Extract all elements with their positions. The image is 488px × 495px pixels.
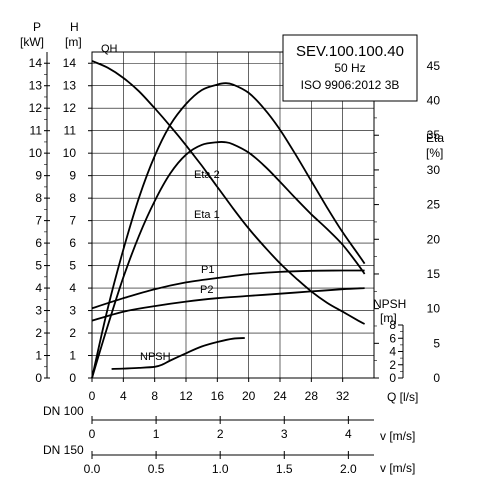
tick-label-q: 24 bbox=[273, 389, 287, 403]
tick-label-h: 5 bbox=[69, 259, 76, 273]
p-axis-unit: [kW] bbox=[20, 35, 44, 49]
tick-label-eta: 10 bbox=[427, 302, 441, 316]
tick-label-h: 2 bbox=[69, 326, 76, 340]
npsh-axis-title: NPSH bbox=[373, 297, 406, 311]
tick-label-eta: 5 bbox=[433, 336, 440, 350]
v100-axis-title: v [m/s] bbox=[380, 429, 415, 443]
series-label-p2: P2 bbox=[200, 284, 213, 296]
tick-label-h: 6 bbox=[69, 236, 76, 250]
tick-label-npsh: 2 bbox=[389, 358, 396, 372]
tick-label-p: 1 bbox=[35, 349, 42, 363]
series-label-eta2: Eta 2 bbox=[194, 169, 220, 181]
v100-tick-label: 3 bbox=[281, 427, 288, 441]
tick-label-p: 14 bbox=[29, 56, 43, 70]
h-axis-unit: [m] bbox=[65, 35, 82, 49]
tick-label-q: 8 bbox=[151, 389, 158, 403]
tick-label-p: 4 bbox=[35, 281, 42, 295]
v150-tick-label: 1.0 bbox=[212, 462, 229, 476]
tick-label-q: 32 bbox=[336, 389, 350, 403]
tick-label-q: 0 bbox=[89, 389, 96, 403]
info-box bbox=[282, 34, 418, 102]
tick-label-p: 0 bbox=[35, 371, 42, 385]
tick-label-q: 12 bbox=[179, 389, 193, 403]
tick-label-npsh: 0 bbox=[389, 371, 396, 385]
tick-label-p: 13 bbox=[29, 79, 43, 93]
tick-label-q: 28 bbox=[305, 389, 319, 403]
tick-label-h: 14 bbox=[63, 56, 77, 70]
tick-label-h: 0 bbox=[69, 371, 76, 385]
v150-tick-label: 0.5 bbox=[148, 462, 165, 476]
tick-label-p: 12 bbox=[29, 101, 43, 115]
series-label-p1: P1 bbox=[201, 264, 214, 276]
tick-label-h: 12 bbox=[63, 101, 77, 115]
h-axis-title: H bbox=[70, 20, 79, 34]
tick-label-h: 8 bbox=[69, 191, 76, 205]
series-line-eta1 bbox=[91, 140, 366, 379]
tick-label-eta: 25 bbox=[427, 198, 441, 212]
tick-label-h: 10 bbox=[63, 146, 77, 160]
series-line-npsh bbox=[111, 337, 245, 370]
tick-label-p: 2 bbox=[35, 326, 42, 340]
tick-label-h: 13 bbox=[63, 79, 77, 93]
tick-marks: 0011223344556677889910101111121213131414… bbox=[29, 52, 441, 476]
info-standard: ISO 9906:2012 3B bbox=[301, 78, 400, 92]
tick-label-eta: 0 bbox=[433, 371, 440, 385]
series-label-npsh: NPSH bbox=[140, 351, 171, 363]
dn150-label: DN 150 bbox=[43, 443, 84, 457]
eta-axis-unit: [%] bbox=[426, 146, 443, 160]
tick-label-npsh: 4 bbox=[389, 345, 396, 359]
tick-label-h: 4 bbox=[69, 281, 76, 295]
tick-label-eta: 30 bbox=[427, 163, 441, 177]
tick-label-npsh: 8 bbox=[389, 318, 396, 332]
v100-tick-label: 1 bbox=[153, 427, 160, 441]
v100-tick-label: 2 bbox=[217, 427, 224, 441]
series-line-qh bbox=[91, 60, 366, 325]
v100-tick-label: 4 bbox=[345, 427, 352, 441]
v150-tick-label: 1.5 bbox=[276, 462, 293, 476]
tick-label-eta: 15 bbox=[427, 267, 441, 281]
series-label-eta1: Eta 1 bbox=[194, 209, 220, 221]
info-model: SEV.100.100.40 bbox=[296, 43, 404, 60]
tick-label-h: 9 bbox=[69, 169, 76, 183]
tick-label-q: 20 bbox=[242, 389, 256, 403]
series-group bbox=[91, 60, 366, 379]
q-axis-title: Q [l/s] bbox=[387, 390, 418, 404]
tick-label-npsh: 6 bbox=[389, 331, 396, 345]
info-frequency: 50 Hz bbox=[334, 61, 365, 75]
p-axis-title: P bbox=[33, 20, 41, 34]
tick-label-p: 7 bbox=[35, 214, 42, 228]
v100-tick-label: 0 bbox=[89, 427, 96, 441]
tick-label-q: 16 bbox=[211, 389, 225, 403]
dn100-label: DN 100 bbox=[43, 404, 84, 418]
tick-label-p: 5 bbox=[35, 259, 42, 273]
tick-label-p: 9 bbox=[35, 169, 42, 183]
v150-tick-label: 2.0 bbox=[340, 462, 357, 476]
series-line-p2 bbox=[91, 287, 365, 322]
plot-frame bbox=[91, 51, 375, 379]
tick-label-h: 3 bbox=[69, 304, 76, 318]
tick-label-h: 1 bbox=[69, 349, 76, 363]
tick-label-p: 11 bbox=[30, 124, 43, 138]
v150-tick-label: 0.0 bbox=[84, 462, 101, 476]
tick-label-p: 6 bbox=[35, 236, 42, 250]
tick-label-eta: 40 bbox=[427, 94, 441, 108]
tick-label-eta: 20 bbox=[427, 232, 441, 246]
tick-label-h: 11 bbox=[64, 124, 77, 138]
series-line-p1 bbox=[91, 269, 365, 310]
tick-label-p: 10 bbox=[29, 146, 43, 160]
tick-label-p: 3 bbox=[35, 304, 42, 318]
eta-axis-title: Eta bbox=[426, 131, 444, 145]
tick-label-q: 4 bbox=[120, 389, 127, 403]
v150-axis-title: v [m/s] bbox=[380, 461, 415, 475]
tick-label-p: 8 bbox=[35, 191, 42, 205]
npsh-axis-unit: [m] bbox=[380, 311, 397, 325]
tick-label-h: 7 bbox=[69, 214, 76, 228]
tick-label-eta: 35 bbox=[427, 128, 441, 142]
tick-label-eta: 45 bbox=[427, 59, 441, 73]
series-label-qh: QH bbox=[101, 43, 118, 55]
series-line-eta2 bbox=[91, 82, 366, 379]
